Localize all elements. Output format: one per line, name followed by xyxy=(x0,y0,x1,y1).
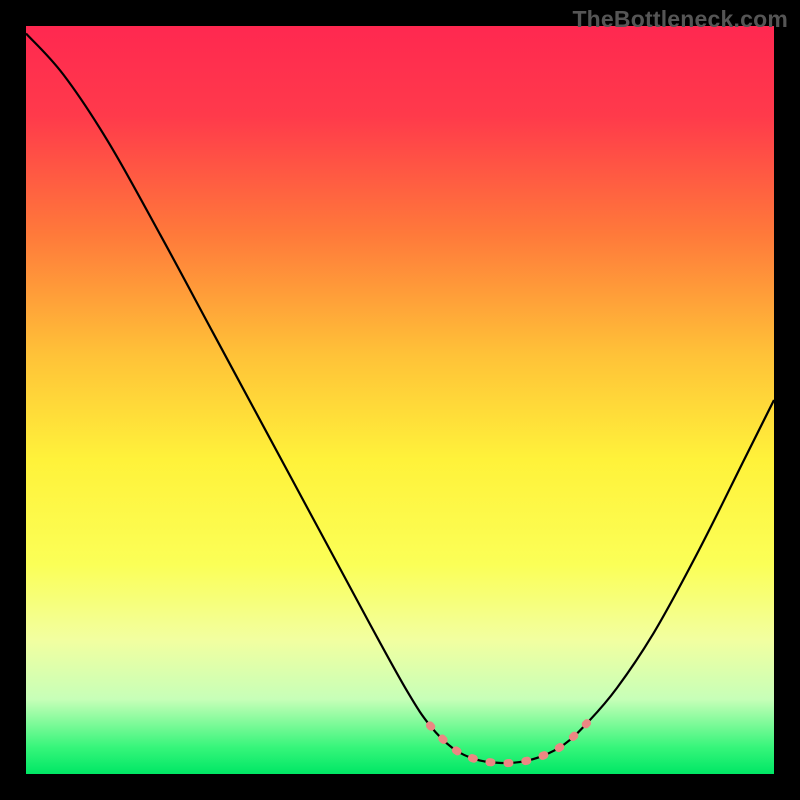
bottleneck-chart xyxy=(0,0,800,800)
plot-background xyxy=(26,26,774,774)
chart-stage: TheBottleneck.com xyxy=(0,0,800,800)
watermark-text: TheBottleneck.com xyxy=(572,6,788,33)
